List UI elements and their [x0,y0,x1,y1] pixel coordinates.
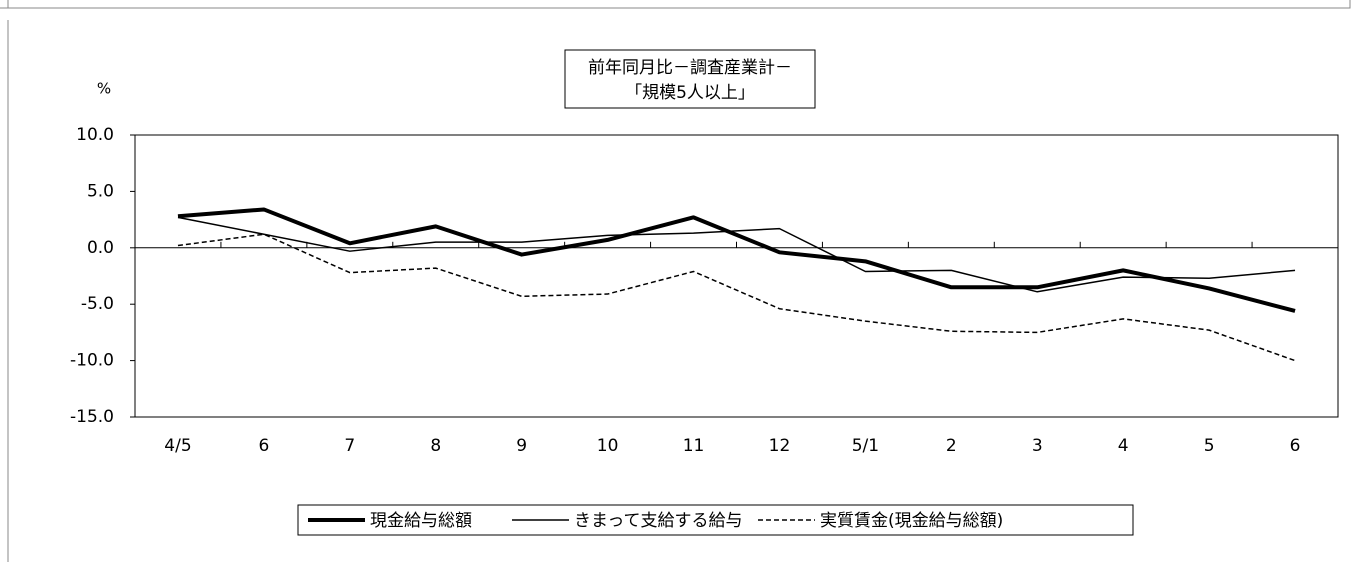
legend-label: 実質賃金(現金給与総額) [820,511,1003,531]
x-tick-label: 9 [516,436,527,456]
series-line [177,207,1296,313]
x-tick-label: 7 [344,436,355,456]
plot-frame [134,134,1339,418]
y-tick-label: 5.0 [87,181,114,201]
chart-title: 前年同月比－調査産業計－ [588,58,792,78]
x-tick-label: 4 [1118,436,1129,456]
x-tick-label: 10 [597,436,619,456]
y-tick-label: -15.0 [70,407,114,427]
x-tick-label: 6 [258,436,269,456]
y-tick-label: -10.0 [70,351,114,371]
x-tick-label: 6 [1290,436,1301,456]
legend [297,504,1134,536]
title-box [564,49,816,109]
x-tick-label: 5/1 [852,436,879,456]
x-tick-label: 11 [683,436,705,456]
y-tick-label: 0.0 [87,238,114,258]
x-tick-label: 2 [946,436,957,456]
y-tick-label: -5.0 [81,294,114,314]
y-tick-label: 10.0 [76,125,114,145]
x-tick-label: 8 [430,436,441,456]
frame [0,0,1351,9]
x-tick-label: 4/5 [164,436,191,456]
y-axis-label: % [97,80,111,98]
legend-label: きまって支給する給与 [574,511,742,531]
series-line [177,216,1296,293]
chart-subtitle: 「規模5人以上」 [625,83,755,103]
legend-label: 現金給与総額 [370,511,472,531]
x-tick-label: 3 [1032,436,1043,456]
x-tick-label: 5 [1204,436,1215,456]
series-line [177,233,1296,362]
x-tick-label: 12 [769,436,791,456]
